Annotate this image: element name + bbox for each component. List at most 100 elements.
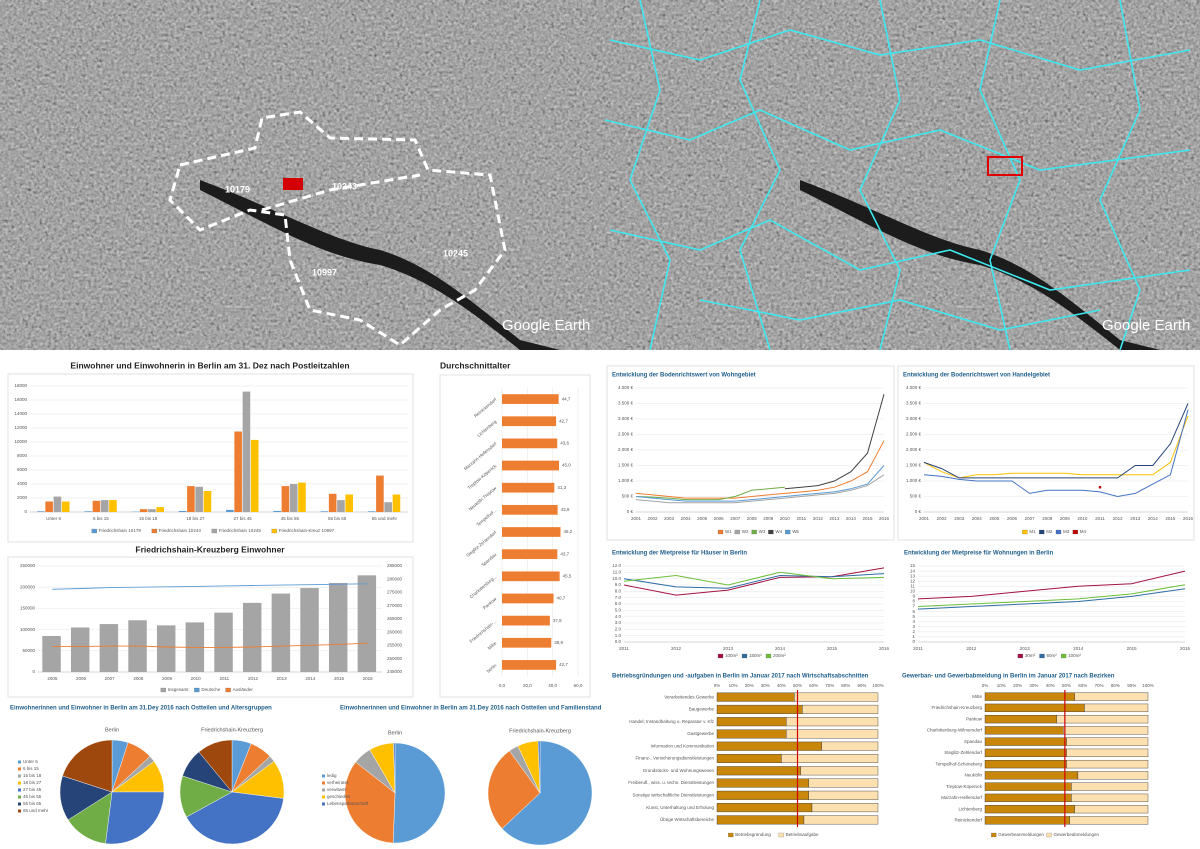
line xyxy=(923,403,1189,479)
map-label: 10997 xyxy=(312,267,337,277)
category-label: Handel; Instandhaltung u. Reparatur v. K… xyxy=(629,719,714,724)
category-label: Neukölln xyxy=(964,773,982,778)
x-tick-label: 20% xyxy=(745,683,754,688)
legend-label: 200m² xyxy=(773,653,786,658)
x-tick-label: 2009 xyxy=(162,676,173,681)
bar xyxy=(109,500,117,512)
bar-segment xyxy=(786,729,879,739)
legend-label: Lebenspartnerschaft xyxy=(327,801,369,806)
bar xyxy=(99,624,119,672)
y-tick-label: 0 € xyxy=(627,509,634,514)
x-tick-label: 2014 xyxy=(1148,516,1159,521)
y-tick-label: 11.0 xyxy=(613,570,622,575)
bar xyxy=(502,482,555,493)
panel xyxy=(897,365,1195,541)
x-tick-label: 60% xyxy=(809,683,818,688)
y-tick-label: 0 € xyxy=(915,509,922,514)
y2-tick-label: 275000 xyxy=(387,590,403,595)
x-tick-label: 2013 xyxy=(277,676,288,681)
bar-segment xyxy=(1069,816,1149,825)
x-tick-label: 0% xyxy=(714,683,721,688)
y2-tick-label: 270000 xyxy=(387,603,403,608)
legend-label: 60m² xyxy=(1047,653,1058,658)
bar-segment xyxy=(984,816,1070,825)
bar xyxy=(226,509,234,512)
bar-segment xyxy=(811,803,879,813)
district-outline xyxy=(261,173,421,212)
x-tick-label: 2006 xyxy=(76,676,87,681)
y-tick-label: 3.000 € xyxy=(618,416,634,421)
line xyxy=(923,415,1189,479)
category-label: Lichtenberg xyxy=(958,806,982,811)
bar-segment xyxy=(984,793,1072,803)
category-label: Steglitz-Zehlendorf xyxy=(944,750,983,755)
bar xyxy=(502,571,560,582)
bar xyxy=(178,510,187,512)
legend-swatch xyxy=(717,653,724,659)
value-label: 38,9 xyxy=(554,640,563,645)
legend-swatch xyxy=(1039,653,1045,659)
x-tick-label: 2011 xyxy=(219,676,229,681)
legend-label: 65 und mehr xyxy=(23,808,49,813)
x-tick-label: 2010 xyxy=(191,676,202,681)
x-tick-label: 10% xyxy=(997,683,1006,688)
bar-segment xyxy=(794,692,879,702)
x-tick-label: 90% xyxy=(1127,683,1136,688)
bar xyxy=(328,493,337,512)
x-tick-label: 2008 xyxy=(133,676,144,681)
bar xyxy=(53,496,62,512)
value-label: 37,8 xyxy=(553,618,562,623)
legend-swatch xyxy=(785,529,791,535)
x-tick-label: 40% xyxy=(777,683,786,688)
category-label: Sonstige wirtschaftliche Dienstleistunge… xyxy=(632,793,714,798)
chart-title: Entwicklung der Mietpreise für Wohnungen… xyxy=(904,551,1054,557)
line xyxy=(635,465,885,502)
legend-swatch xyxy=(728,832,734,838)
chart-title: Betriebsgründungen und -aufgaben in Berl… xyxy=(612,674,869,680)
y-tick-label: 1.500 € xyxy=(618,463,634,468)
x-tick-label: 70% xyxy=(1095,683,1104,688)
bar xyxy=(45,501,53,512)
value-label: 43,9 xyxy=(561,507,570,512)
y-tick-label: 1.000 € xyxy=(618,478,634,483)
category-label: Spandau xyxy=(964,739,983,744)
y2-tick-label: 280000 xyxy=(387,576,403,581)
legend-label: 45 bis 55 xyxy=(23,794,42,799)
y-tick-label: 100000 xyxy=(20,627,36,632)
y2-tick-label: 255000 xyxy=(387,643,403,648)
x-tick-label: 2005 xyxy=(697,516,708,521)
chart-title: Einwohner und Einwohnerin in Berlin am 3… xyxy=(70,360,349,370)
panel xyxy=(606,365,895,541)
bar-segment xyxy=(1071,793,1149,803)
bar-segment xyxy=(1084,703,1149,713)
y2-tick-label: 260000 xyxy=(387,629,403,634)
legend-label: 150m² xyxy=(749,653,762,658)
value-label: 40,7 xyxy=(557,596,566,601)
bar xyxy=(289,484,298,512)
line xyxy=(923,409,1189,498)
x-tick-label: 2009 xyxy=(763,516,774,521)
y2-tick-label: 245000 xyxy=(387,669,403,674)
bar xyxy=(271,593,291,672)
category-label: Freiberufl., wiss. u. techn. Dienstleist… xyxy=(628,780,714,785)
legend-swatch xyxy=(751,529,757,535)
bar-segment xyxy=(716,766,801,776)
x-tick-label: 40% xyxy=(1046,683,1055,688)
bar-segment xyxy=(984,714,1057,724)
river xyxy=(200,180,560,350)
legend-swatch xyxy=(151,528,157,534)
bar xyxy=(203,491,212,512)
y-tick-label: 8000 xyxy=(17,453,28,458)
bar-segment xyxy=(716,692,795,702)
y-tick-label: 14 xyxy=(910,568,916,573)
map-right: Google Earth xyxy=(600,0,1200,351)
legend-swatch xyxy=(18,774,21,778)
bar-segment xyxy=(984,692,1075,701)
y-tick-label: 0 xyxy=(912,639,915,644)
x-tick-label: 2012 xyxy=(966,646,977,651)
bar xyxy=(357,575,377,672)
y-tick-label: 10 xyxy=(910,589,916,594)
legend-label: Friedrichshain-Kreuz 10997 xyxy=(279,528,335,533)
bar xyxy=(42,635,61,672)
legend-label: Friedrichshain 10245 xyxy=(219,528,262,533)
